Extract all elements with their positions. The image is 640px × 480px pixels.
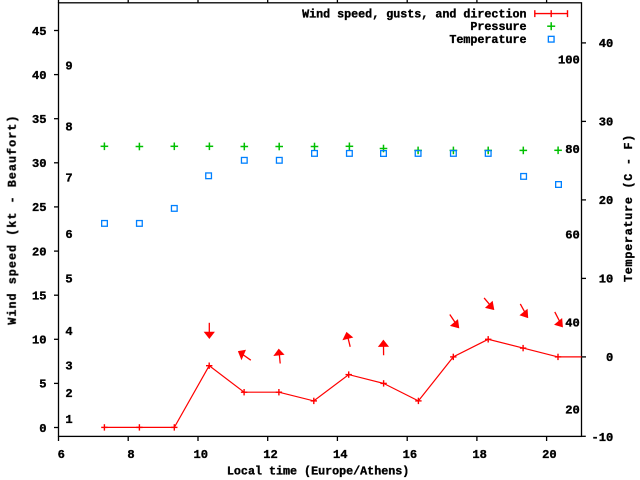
svg-text:9: 9	[65, 59, 72, 73]
svg-text:15: 15	[32, 290, 47, 304]
svg-text:20: 20	[32, 245, 47, 259]
svg-text:10: 10	[32, 334, 47, 348]
svg-text:10: 10	[193, 448, 208, 462]
svg-text:45: 45	[32, 25, 47, 39]
svg-text:2: 2	[65, 387, 72, 401]
svg-text:Local time (Europe/Athens): Local time (Europe/Athens)	[227, 465, 409, 479]
svg-text:8: 8	[127, 448, 134, 462]
svg-text:40: 40	[565, 317, 580, 331]
svg-text:14: 14	[333, 448, 348, 462]
svg-text:Wind speed, gusts, and directi: Wind speed, gusts, and direction	[302, 7, 526, 21]
svg-text:3: 3	[65, 359, 72, 373]
svg-text:1: 1	[65, 413, 72, 427]
svg-text:20: 20	[542, 448, 557, 462]
svg-text:12: 12	[263, 448, 278, 462]
svg-text:Pressure: Pressure	[470, 20, 526, 34]
svg-text:25: 25	[32, 201, 47, 215]
svg-text:0: 0	[606, 351, 613, 365]
svg-text:7: 7	[65, 172, 72, 186]
svg-text:5: 5	[65, 272, 72, 286]
svg-text:5: 5	[39, 378, 46, 392]
svg-text:100: 100	[558, 53, 580, 67]
svg-text:0: 0	[39, 422, 46, 436]
svg-text:30: 30	[32, 157, 47, 171]
svg-text:16: 16	[403, 448, 418, 462]
svg-text:4: 4	[65, 325, 72, 339]
svg-text:20: 20	[565, 404, 580, 418]
svg-text:10: 10	[599, 273, 614, 287]
svg-text:80: 80	[565, 143, 580, 157]
svg-text:-10: -10	[592, 431, 614, 445]
svg-text:60: 60	[565, 229, 580, 243]
svg-text:Temperature (C - F): Temperature (C - F)	[622, 134, 636, 282]
svg-text:6: 6	[58, 448, 65, 462]
svg-text:6: 6	[65, 228, 72, 242]
svg-text:8: 8	[65, 120, 72, 134]
svg-text:18: 18	[472, 448, 487, 462]
svg-text:30: 30	[599, 116, 614, 130]
svg-text:20: 20	[599, 194, 614, 208]
svg-text:Temperature: Temperature	[449, 33, 526, 47]
svg-text:Wind speed (kt - Beaufort): Wind speed (kt - Beaufort)	[6, 115, 20, 325]
svg-text:40: 40	[599, 37, 614, 51]
svg-text:40: 40	[32, 69, 47, 83]
svg-text:35: 35	[32, 113, 47, 127]
